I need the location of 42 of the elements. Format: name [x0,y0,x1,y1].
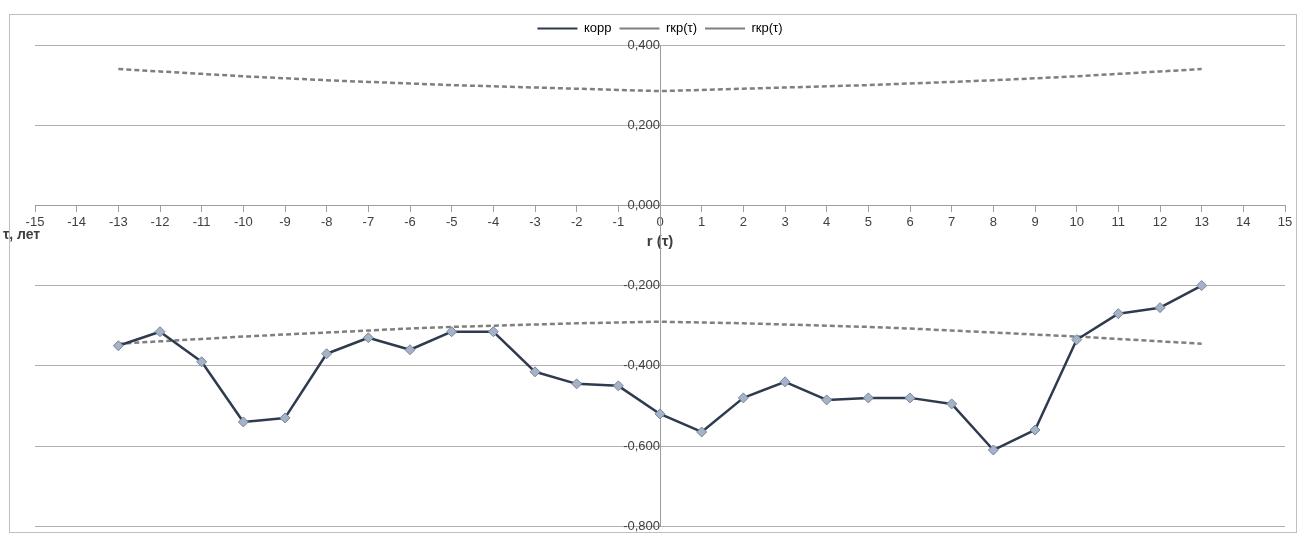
x-tick-label: -9 [279,213,291,229]
x-tick-label: 5 [864,213,872,229]
x-tick-label: 14 [1236,213,1251,229]
x-tick-label: -6 [404,213,416,229]
x-tick-label: -1 [612,213,625,229]
x-tick-label: 7 [948,213,956,229]
y-tick-label: -0,400 [623,357,660,373]
x-tick-label: -12 [150,213,170,229]
legend-label: rкр(τ) [665,20,698,36]
x-tick-label: -2 [570,213,583,229]
x-tick-label: 12 [1152,213,1168,229]
x-tick-label: 6 [906,213,914,229]
y-tick-label: 0,000 [627,196,660,212]
x-tick-label: -10 [233,213,253,229]
x-tick-label: -8 [320,213,333,229]
x-tick-label: -4 [487,213,500,229]
y-tick-label: 0,400 [627,36,660,52]
x-tick-label: -11 [192,213,211,229]
x-tick-label: -7 [362,213,375,229]
y-tick-label: 0,200 [627,116,660,132]
x-tick-label: -14 [67,213,87,229]
y-axis-title: τ, лет [3,226,41,243]
y-tick-label: -0,200 [623,277,660,293]
y-tick-label: -0,800 [623,517,660,533]
x-tick-label: 15 [1277,213,1293,229]
x-tick-label: 9 [1031,213,1039,229]
x-tick-label: -15 [25,213,45,229]
x-tick-label: 10 [1069,213,1084,229]
legend-label: корр [583,20,612,36]
x-tick-label: -3 [529,213,541,229]
x-tick-label: 4 [823,213,831,229]
x-tick-label: 13 [1194,213,1209,229]
x-tick-label: 8 [989,213,997,229]
x-tick-label: -5 [445,213,458,229]
x-tick-label: 3 [781,213,789,229]
x-tick-label: 11 [1111,213,1126,229]
line-series [117,67,1203,93]
y-tick-label: -0,600 [623,437,660,453]
x-tick-label: 1 [698,213,706,229]
x-tick-label: -13 [108,213,128,229]
x-tick-label: 2 [739,213,747,229]
legend-label: rкр(τ) [751,20,783,36]
